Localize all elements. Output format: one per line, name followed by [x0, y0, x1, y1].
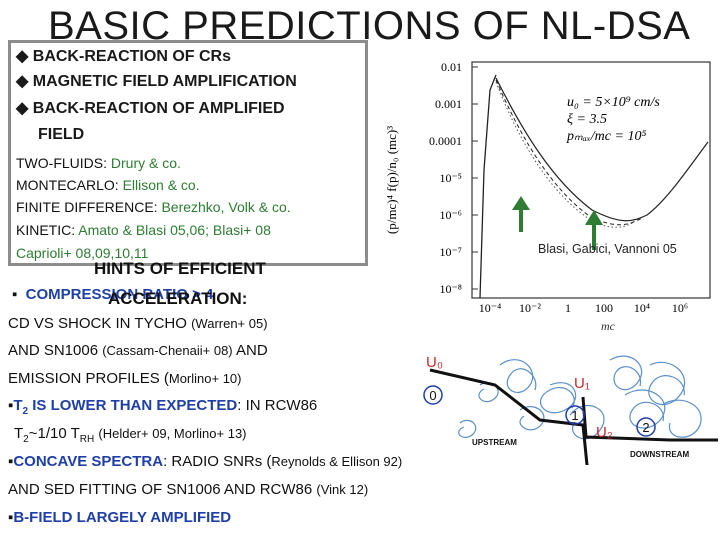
diamond-icon: ◆ — [16, 48, 29, 65]
y-tick-label: 10⁻⁷ — [439, 245, 462, 259]
evidence-bfield: ▪B-FIELD LARGELY AMPLIFIED — [8, 509, 232, 526]
square-bullet-icon: ▪ — [8, 509, 14, 526]
method-montecarlo: MONTECARLO: Ellison & co. — [16, 177, 200, 193]
compression-ratio: ▪ COMPRESSION RATIO > 4 — [12, 286, 214, 303]
legend-xi: ξ = 3.5 — [567, 112, 607, 127]
x-tick-label: 100 — [595, 301, 613, 315]
x-axis-label-den: mc — [601, 319, 615, 333]
diamond-icon: ◆ — [16, 100, 29, 117]
x-tick-label: 10⁴ — [634, 301, 650, 315]
spectrum-rise — [479, 74, 497, 299]
shock-diagram: U₀ 0 U₁ 1 U₂ 2 UPSTREAM DOWNSTREAM — [423, 354, 718, 465]
summary-frame — [8, 40, 368, 266]
bullet-backreaction: ◆ BACK-REACTION OF CRs — [16, 48, 231, 65]
spectrum-curve-dotted — [495, 81, 635, 228]
y-tick-label: 0.001 — [435, 97, 462, 111]
evidence-concave: ▪CONCAVE SPECTRA: RADIO SNRs (Reynolds &… — [8, 453, 403, 470]
method-kinetic-cont: Caprioli+ 08,09,10,11 — [16, 245, 149, 261]
diamond-icon: ◆ — [16, 73, 29, 90]
u2-label: U₂ — [596, 424, 613, 441]
legend-u0: u₀ = 5×10⁹ cm/s — [567, 95, 660, 110]
green-arrow-icon — [512, 196, 530, 232]
y-tick-marks — [472, 66, 478, 290]
spectrum-plot: 0.01 0.001 0.0001 10⁻⁵ 10⁻⁶ 10⁻⁷ 10⁻⁸ (p… — [384, 60, 711, 320]
legend-pmax: pₘₐₓ/mc = 10⁵ — [566, 129, 646, 144]
plot-credit: Blasi, Gabici, Vannoni 05 — [538, 242, 677, 256]
method-finite-difference: FINITE DIFFERENCE: Berezhko, Volk & co. — [16, 199, 291, 215]
evidence-sed: AND SED FITTING OF SN1006 AND RCW86 (Vin… — [8, 481, 369, 498]
evidence-profiles: EMISSION PROFILES (Morlino+ 10) — [8, 370, 242, 387]
evidence-t2: ▪T2 IS LOWER THAN EXPECTED: IN RCW86 — [8, 397, 318, 417]
region-1-number: 1 — [571, 408, 578, 423]
method-kinetic: KINETIC: Amato & Blasi 05,06; Blasi+ 08 — [16, 222, 271, 238]
u0-label: U₀ — [426, 354, 443, 371]
hints-heading-line1: HINTS OF EFFICIENT — [94, 259, 266, 278]
y-tick-label: 10⁻⁶ — [439, 208, 462, 222]
evidence-tycho: CD VS SHOCK IN TYCHO (Warren+ 05) — [8, 315, 268, 332]
region-0-circle — [423, 385, 443, 405]
downstream-label: DOWNSTREAM — [630, 450, 689, 459]
green-arrow-icon — [585, 210, 603, 250]
x-tick-label: 10⁻² — [519, 301, 541, 315]
y-tick-label: 0.01 — [441, 60, 462, 74]
bullet-backreaction-field: ◆ BACK-REACTION OF AMPLIFIED — [16, 100, 285, 117]
x-tick-label: 10⁶ — [672, 301, 688, 315]
bullet-mfa: ◆ MAGNETIC FIELD AMPLIFICATION — [16, 73, 297, 90]
region-2-circle — [636, 417, 656, 437]
spectrum-curve-solid — [495, 77, 709, 222]
region-2-number: 2 — [642, 420, 649, 435]
plot-frame — [471, 61, 711, 299]
region-0-number: 0 — [429, 388, 436, 403]
y-tick-label: 10⁻⁸ — [439, 282, 462, 296]
hints-heading-line2: ACCELERATION: — [108, 289, 248, 308]
square-bullet-icon: ▪ — [8, 397, 14, 414]
evidence-t2-ratio: T2~1/10 TRH (Helder+ 09, Morlino+ 13) — [14, 425, 247, 445]
method-two-fluids: TWO-FLUIDS: Drury & co. — [16, 155, 181, 171]
y-tick-label: 0.0001 — [429, 134, 462, 148]
region-1-circle — [565, 405, 585, 425]
evidence-sn1006: AND SN1006 (Cassam-Chenaii+ 08) AND — [8, 342, 268, 359]
spectrum-curve-dashed — [495, 79, 643, 226]
turbulence-loops — [458, 355, 702, 440]
square-bullet-icon: ▪ — [12, 286, 18, 303]
bullet-field-cont: FIELD — [38, 126, 85, 143]
square-bullet-icon: ▪ — [8, 453, 14, 470]
velocity-profile-upstream — [429, 368, 589, 465]
x-tick-label: 10⁻⁴ — [479, 301, 502, 315]
upstream-label: UPSTREAM — [472, 438, 517, 447]
y-axis-label: (p/mc)⁴ f(p)/n₀ (mc)³ — [384, 126, 399, 234]
y-tick-label: 10⁻⁵ — [439, 171, 462, 185]
u1-label: U₁ — [574, 375, 590, 392]
x-tick-label: 1 — [565, 301, 571, 315]
x-axis-label-num: p — [605, 315, 612, 320]
